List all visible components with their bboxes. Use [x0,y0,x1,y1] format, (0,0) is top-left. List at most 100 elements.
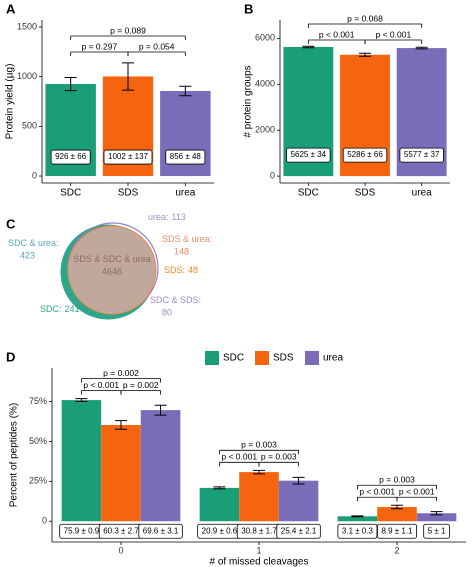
value-label: 5577 ± 37 [404,150,440,159]
p-value: p = 0.002 [123,380,159,390]
value-label-frame [399,147,444,163]
y-tick-label: 1500 [17,21,37,31]
value-label-frame [276,523,321,539]
p-value: p < 0.001 [375,29,411,39]
region-value: 48 [188,265,198,275]
x-tick-label: 0 [118,545,123,555]
value-label: 1002 ± 137 [108,152,149,161]
value-label: 60.3 ± 2.7 [103,526,139,535]
error-bar [115,420,127,430]
x-tick-label: SDS [118,188,139,199]
value-label-frame [377,523,417,539]
bar [278,480,319,522]
p-value: p = 0.054 [139,41,175,51]
value-label: 75.9 ± 0.9 [64,526,100,535]
value-label: 926 ± 66 [55,152,87,161]
region-label: SDC & urea: [8,238,59,248]
p-value: p = 0.089 [110,25,146,35]
y-tick-label: 6000 [255,33,275,43]
x-tick-label: urea [175,188,195,199]
value-label-box: 5577 ± 37 [399,147,444,163]
value-label-box: 1002 ± 137 [103,149,153,165]
y-axis-title: Percent of peptides (%) [9,403,20,508]
y-tick-label: 500 [22,121,37,131]
value-label: 8.9 ± 1.1 [381,526,413,535]
region-name: SDC & urea: [8,238,59,248]
legend-swatch [305,351,319,365]
p-value: p = 0.003 [261,452,297,462]
value-label-box: 856 ± 48 [165,149,206,165]
error-bar [391,504,403,510]
value-label: 5286 ± 66 [347,150,383,159]
error-bar [292,476,305,485]
value-label-box: 5 ± 1 [423,523,450,539]
p-value: p < 0.001 [359,487,395,497]
bar [377,507,417,522]
error-bar [64,76,77,92]
x-axis-title: # of missed cleavages [210,557,309,567]
value-label-frame [138,523,183,539]
p-value: p = 0.003 [241,440,277,450]
value-label-frame [337,523,378,539]
value-label-box: 69.6 ± 3.1 [138,523,183,539]
error-bar [430,511,443,516]
region-value: 423 [20,250,35,260]
value-label: 856 ± 48 [170,152,202,161]
region-label: urea: 113 [148,212,186,222]
error-bar [359,52,371,57]
value-label-frame [423,523,450,539]
error-bar [253,469,265,475]
y-tick-label: 75% [29,396,47,406]
y-tick-label: 1000 [17,71,37,81]
y-tick-label: 4000 [255,79,275,89]
error-bar [415,46,428,50]
legend-label: SDS [273,353,294,364]
region-value: 80 [162,307,172,317]
region-name: SDS: [164,265,185,275]
value-label-box: 75.9 ± 0.9 [59,523,104,539]
p-value: p = 0.003 [379,475,415,485]
legend-label: urea [323,353,343,364]
error-bar [75,398,88,403]
bar [337,516,378,522]
y-tick-label: 2000 [255,125,275,135]
bar [239,472,279,522]
x-tick-label: SDC [298,188,319,199]
value-label: 69.6 ± 3.1 [143,526,179,535]
bar [199,487,240,522]
bar [61,400,102,522]
legend-swatch [205,351,219,365]
p-value: p < 0.001 [319,29,355,39]
region-label: SDC: 241 [40,304,80,314]
x-tick-label: 1 [256,545,261,555]
p-value: p = 0.002 [103,368,139,378]
y-tick-label: 0 [270,170,275,180]
value-label-box: 20.9 ± 0.6 [197,523,242,539]
value-label: 25.4 ± 2.1 [281,526,317,535]
value-label-box: 926 ± 66 [50,149,91,165]
value-label: 5 ± 1 [428,526,446,535]
x-tick-label: 2 [394,545,399,555]
value-label-box: 8.9 ± 1.1 [377,523,417,539]
region-name: SDS & urea: [162,234,212,244]
p-value: p = 0.297 [81,41,117,51]
y-tick-label: 0 [32,170,37,180]
value-label-box: 3.1 ± 0.3 [337,523,378,539]
legend-label: SDC [223,353,244,364]
region-name: SDC: [40,304,62,314]
region-label: SDS & urea: [162,234,212,244]
error-bar [122,62,134,91]
x-tick-label: SDC [60,188,81,199]
value-label: 5625 ± 34 [291,150,327,159]
set-circle [67,225,157,315]
error-bar [213,486,226,490]
region-value: 148 [174,246,189,256]
panel-label: B [244,1,253,16]
region-value: 4646 [102,266,122,276]
value-label: 30.8 ± 1.7 [241,526,277,535]
panel-label: A [6,1,16,16]
legend-swatch [255,351,269,365]
panel-label: D [6,349,15,364]
p-value: p = 0.068 [347,13,383,23]
